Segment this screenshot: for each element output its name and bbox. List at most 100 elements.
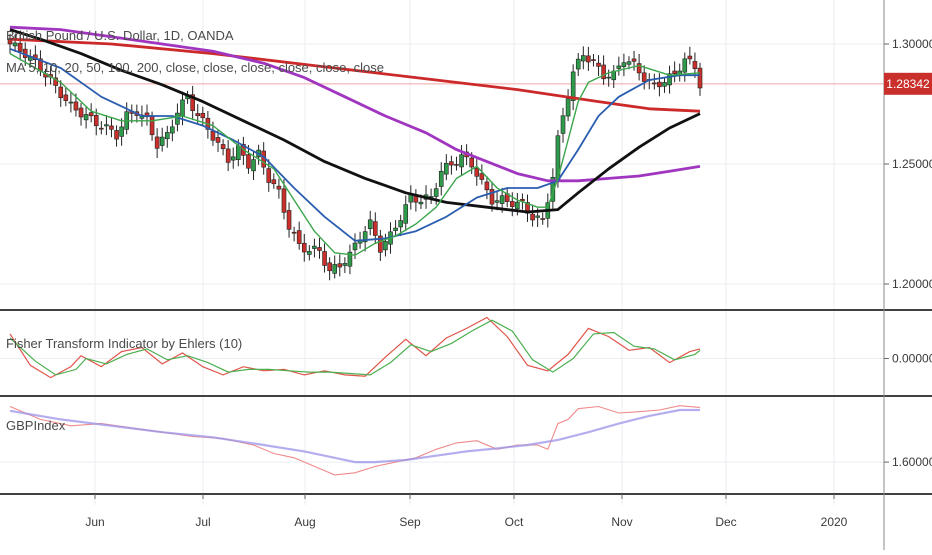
candle-body (63, 94, 69, 101)
ma-line-ma-20 (9, 47, 700, 242)
candle-body (403, 204, 409, 224)
candle-body (78, 107, 84, 118)
candle-body (550, 177, 556, 202)
candle-body (266, 168, 272, 183)
candle-body (230, 156, 236, 161)
candle-body (515, 201, 520, 210)
candle-body (454, 164, 459, 166)
price-tick-label: 1.20000 (892, 277, 932, 291)
candle-body (509, 201, 515, 207)
candle-body (342, 263, 348, 266)
candle-body (692, 61, 698, 70)
price-tick-label: 1.30000 (892, 37, 932, 51)
candle-body (225, 148, 231, 163)
candle-body (418, 201, 424, 205)
time-tick-label: Sep (399, 515, 421, 529)
candle-body (672, 70, 677, 75)
candle-body (271, 179, 277, 185)
time-tick-label: Oct (505, 515, 524, 529)
candle-body (535, 215, 540, 218)
indicator-label: MA 5, 10, 20, 50, 100, 200, close, close… (6, 60, 384, 75)
candle-body (7, 38, 13, 45)
time-tick-label: Dec (715, 515, 736, 529)
candle-body (667, 73, 672, 86)
candle-body (616, 65, 622, 69)
candle-body (570, 71, 576, 101)
candle-body (180, 99, 185, 117)
candle-body (99, 127, 104, 130)
candle-body (641, 72, 647, 82)
candle-body (291, 231, 297, 234)
ma-line-ma-100 (9, 25, 701, 183)
candle-body (159, 136, 165, 146)
candle-body (652, 82, 657, 85)
candle-body (83, 114, 89, 121)
candle-body (93, 115, 99, 127)
fisher-title: Fisher Transform Indicator by Ehlers (10… (6, 336, 242, 351)
candle-body (606, 76, 611, 79)
candle-body (362, 231, 368, 243)
candle-body (621, 62, 627, 67)
gbp-tick-label: 1.60000 (892, 455, 932, 469)
price-panel (0, 25, 884, 281)
candle-body (591, 59, 596, 61)
candle-body (596, 62, 601, 67)
ma-line-ma-10 (9, 52, 701, 256)
time-tick-label: 2020 (821, 515, 848, 529)
candle-body (601, 64, 606, 80)
candle-body (154, 136, 160, 149)
fisher-line-1 (9, 316, 701, 379)
candle-body (489, 189, 495, 205)
candle-body (296, 230, 302, 244)
candle-body (337, 263, 343, 268)
fisher-line-2 (9, 319, 701, 376)
candle-body (195, 113, 201, 117)
candle-body (68, 101, 74, 104)
candle-body (459, 154, 464, 168)
candle-body (286, 210, 292, 230)
candle-body (449, 161, 454, 166)
candle-body (73, 101, 79, 111)
candle-body (347, 251, 353, 267)
candle-body (281, 188, 287, 213)
panel-labels: British Pound / U.S. Dollar, 1D, OANDA M… (6, 28, 384, 433)
candle-body (17, 42, 23, 52)
candle-body (378, 235, 383, 253)
ma-line-ma-50 (9, 28, 701, 214)
candle-body (586, 55, 591, 63)
candle-body (636, 63, 642, 74)
candle-body (327, 262, 332, 272)
candle-body (682, 58, 688, 73)
candle-body (119, 126, 124, 137)
candle-body (626, 61, 632, 65)
fisher-panel (9, 316, 701, 379)
candle-body (322, 251, 327, 266)
candle-body (479, 173, 485, 180)
candle-body (215, 137, 221, 143)
candle-body (276, 185, 282, 190)
candle-body (317, 247, 322, 251)
gbpindex-panel (9, 405, 701, 476)
candle-body (383, 241, 388, 251)
last-price-tag-label: 1.28342 (886, 77, 930, 91)
candle-body (581, 55, 586, 62)
candle-body (697, 67, 703, 89)
chart-title: British Pound / U.S. Dollar, 1D, OANDA (6, 28, 234, 43)
candle-body (499, 195, 505, 204)
candle-body (170, 126, 175, 134)
candle-body (53, 77, 58, 86)
candle-body (164, 132, 170, 140)
candle-body (631, 58, 637, 62)
candle-body (88, 112, 94, 117)
gbpindex-line-1 (9, 405, 701, 476)
candle-body (398, 220, 403, 228)
candle-body (114, 130, 119, 140)
candle-body (190, 94, 195, 112)
price-axis: 1.30000 1.25000 1.20000 0.00000 1.60000 (884, 37, 932, 469)
candle-body (575, 58, 581, 70)
candle-body (438, 170, 444, 187)
candle-body (393, 227, 398, 231)
candle-body (433, 188, 439, 197)
